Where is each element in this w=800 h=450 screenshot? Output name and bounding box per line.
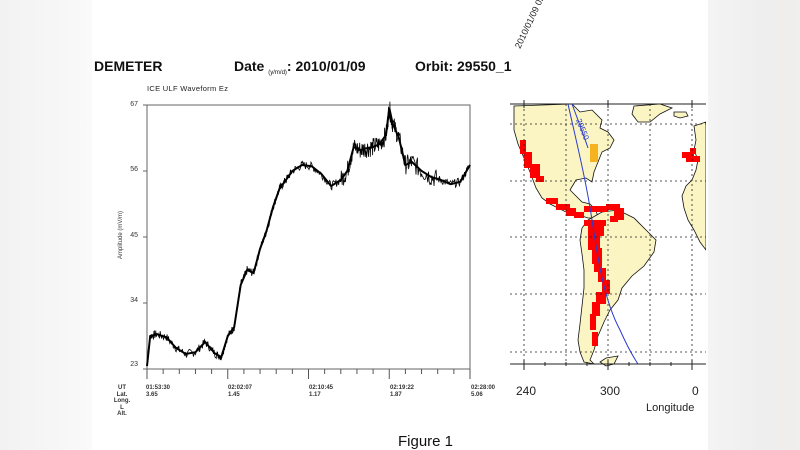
satellite-name: DEMETER — [94, 58, 163, 74]
ut-value: 02:19:22 — [390, 385, 415, 391]
waveform-noise — [146, 101, 470, 367]
row-label-ut: UT — [118, 385, 126, 391]
orbit-track — [567, 103, 639, 365]
x-info-column: 01:53:30 3.65 — [146, 385, 170, 398]
l-value: 1.87 — [390, 391, 402, 398]
land-north-america — [513, 103, 615, 219]
map-axes — [510, 100, 706, 370]
map-timestamp-label: 2010/01/09 02:33:00 — [512, 0, 557, 51]
y-axis-label: Amplitude (mV/m) — [118, 211, 124, 260]
map-grid — [510, 104, 706, 364]
orbit-label: Orbit: 29550_1 — [415, 58, 512, 74]
x-info-column: 02:02:07 1.45 — [228, 385, 252, 398]
orbit-map: 29550 — [510, 100, 706, 385]
row-label-alt: Alt. — [117, 411, 127, 417]
land-iceland — [673, 111, 689, 119]
x-info-column: 02:28:00 5.06 — [471, 385, 495, 398]
l-value: 5.06 — [471, 391, 483, 398]
highlight-regions — [520, 140, 700, 346]
map-x-tick-label: 0 — [692, 384, 699, 398]
x-info-row-labels: UT Lat. Long. L Alt. — [100, 385, 144, 418]
row-label-l: L — [120, 404, 124, 411]
ut-value: 02:02:07 — [228, 385, 253, 391]
y-tick-label: 34 — [130, 297, 138, 304]
plot-frame — [146, 104, 471, 370]
land-arctic — [631, 103, 674, 123]
waveform-plot — [143, 101, 471, 379]
l-value: 1.17 — [309, 391, 321, 398]
ut-value: 02:10:45 — [309, 385, 334, 391]
waveform-line — [146, 107, 471, 367]
l-value: 3.65 — [146, 391, 158, 398]
y-tick-label: 67 — [130, 101, 138, 108]
ut-value: 01:53:30 — [146, 385, 171, 391]
plot-title: ICE ULF Waveform Ez — [147, 84, 229, 93]
figure-caption: Figure 1 — [398, 433, 454, 450]
y-tick-label: 23 — [130, 361, 138, 368]
x-info-column: 02:10:45 1.17 — [309, 385, 333, 398]
map-x-axis-label: Longitude — [646, 402, 695, 414]
y-tick-label: 56 — [130, 166, 138, 173]
row-label-long: Long. — [113, 398, 131, 404]
x-info-column: 02:19:22 1.87 — [390, 385, 414, 398]
l-value: 1.45 — [228, 391, 240, 398]
map-x-tick-label: 240 — [516, 384, 537, 398]
date-label: Date — [234, 58, 265, 74]
date-format-subscript: (y/m/d) — [268, 70, 287, 76]
page-margin-right — [708, 0, 800, 450]
highlight-orange — [590, 144, 598, 162]
page-margin-left — [0, 0, 92, 450]
date-value: : 2010/01/09 — [286, 58, 366, 74]
date-field: Date (y/m/d): 2010/01/09 — [234, 58, 366, 76]
y-tick-label: 45 — [130, 232, 138, 239]
map-x-tick-label: 300 — [600, 384, 621, 398]
row-label-lat: Lat. — [116, 391, 128, 398]
ut-value: 02:28:00 — [471, 385, 496, 391]
